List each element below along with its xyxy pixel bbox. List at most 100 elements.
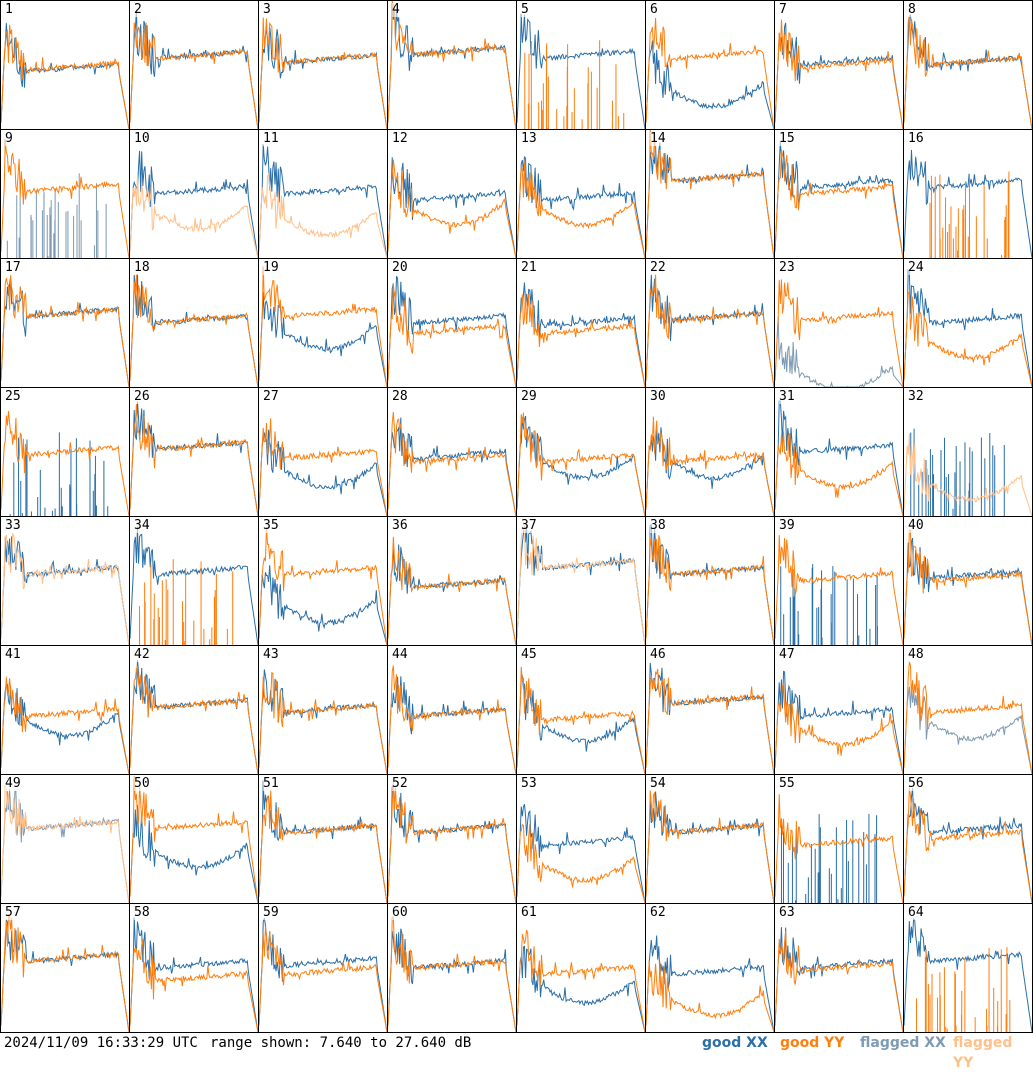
panel-17: 17 <box>0 258 130 388</box>
series-yy-line <box>929 171 1010 258</box>
series-xx-line <box>9 432 109 516</box>
panel-number: 41 <box>5 647 21 662</box>
panel-57: 57 <box>0 903 130 1033</box>
panel-number: 16 <box>908 131 924 146</box>
series-yy-line <box>904 15 1032 129</box>
panel-number: 27 <box>263 389 279 404</box>
series-yy-line <box>517 291 645 387</box>
panel-plot <box>517 929 645 1032</box>
panel-plot <box>259 527 387 645</box>
panel-plot <box>1 138 129 258</box>
series-xx-line <box>517 155 645 258</box>
panel-plot <box>1 23 129 129</box>
series-yy-line <box>1 275 129 387</box>
panel-2: 2 <box>129 0 259 130</box>
series-xx-line <box>130 526 258 645</box>
series-xx-line <box>775 670 903 774</box>
panel-plot <box>646 274 774 387</box>
panel-plot <box>517 412 645 516</box>
series-xx-line <box>910 428 1005 516</box>
panel-13: 13 <box>516 129 646 259</box>
panel-plot <box>259 418 387 516</box>
panel-number: 8 <box>908 2 916 17</box>
series-yy-line <box>388 781 516 903</box>
panel-number: 35 <box>263 518 279 533</box>
panel-plot <box>517 666 645 774</box>
panel-plot <box>1 275 129 387</box>
panel-number: 19 <box>263 260 279 275</box>
panel-plot <box>259 17 387 129</box>
panel-35: 35 <box>258 516 388 646</box>
series-xx-line <box>904 788 1032 903</box>
series-xx-line <box>259 26 387 129</box>
panel-44: 44 <box>387 645 517 775</box>
panel-15: 15 <box>774 129 904 259</box>
panel-plot <box>130 150 258 258</box>
series-xx-line <box>904 14 1032 129</box>
panel-6: 6 <box>645 0 775 130</box>
series-xx-line <box>646 274 774 387</box>
series-yy-line <box>775 683 903 774</box>
series-yy-line <box>259 266 387 387</box>
panel-21: 21 <box>516 258 646 388</box>
panel-plot <box>1 785 129 903</box>
panel-plot <box>517 804 645 903</box>
panel-36: 36 <box>387 516 517 646</box>
series-xx-line <box>130 274 258 387</box>
series-xx-line <box>130 659 258 774</box>
series-xx-line <box>388 275 516 387</box>
panel-42: 42 <box>129 645 259 775</box>
panel-50: 50 <box>129 774 259 904</box>
series-xx-line <box>646 662 774 774</box>
series-yy-line <box>775 19 903 129</box>
panel-number: 30 <box>650 389 666 404</box>
panel-number: 54 <box>650 776 666 791</box>
panel-plot <box>388 915 516 1032</box>
series-yy-line <box>1 676 129 774</box>
panel-number: 34 <box>134 518 150 533</box>
panel-plot <box>904 428 1032 516</box>
panel-plot <box>646 662 774 774</box>
panel-number: 38 <box>650 518 666 533</box>
series-xx-line <box>130 917 258 1032</box>
series-xx-line <box>259 917 387 1032</box>
panel-number: 56 <box>908 776 924 791</box>
panel-number: 3 <box>263 2 271 17</box>
panel-number: 39 <box>779 518 795 533</box>
panel-plot <box>130 526 258 645</box>
series-xx-line <box>775 316 903 387</box>
panel-plot <box>646 935 774 1032</box>
series-yy-line <box>259 418 387 516</box>
series-yy-line <box>259 527 387 645</box>
panel-number: 1 <box>5 2 13 17</box>
series-yy-line <box>646 130 774 258</box>
panel-number: 59 <box>263 905 279 920</box>
panel-plot <box>388 1 516 129</box>
series-yy-line <box>646 416 774 516</box>
panel-number: 24 <box>908 260 924 275</box>
series-yy-line <box>388 411 516 516</box>
series-xx-line <box>259 429 387 516</box>
series-xx-line <box>130 9 258 129</box>
panel-number: 49 <box>5 776 21 791</box>
series-yy-line <box>388 283 516 387</box>
panel-4: 4 <box>387 0 517 130</box>
series-xx-line <box>904 686 1032 774</box>
panel-number: 13 <box>521 131 537 146</box>
panel-number: 45 <box>521 647 537 662</box>
series-yy-line <box>517 666 645 774</box>
panel-45: 45 <box>516 645 646 775</box>
panel-number: 43 <box>263 647 279 662</box>
series-yy-line <box>130 665 258 774</box>
series-yy-line <box>259 926 387 1032</box>
series-xx-line <box>775 400 903 516</box>
panel-22: 22 <box>645 258 775 388</box>
series-xx-line <box>646 427 774 516</box>
panel-plot <box>646 790 774 903</box>
panel-23: 23 <box>774 258 904 388</box>
panel-8: 8 <box>903 0 1033 130</box>
panel-number: 14 <box>650 131 666 146</box>
panel-plot <box>388 275 516 387</box>
panel-39: 39 <box>774 516 904 646</box>
series-yy-line <box>388 665 516 774</box>
